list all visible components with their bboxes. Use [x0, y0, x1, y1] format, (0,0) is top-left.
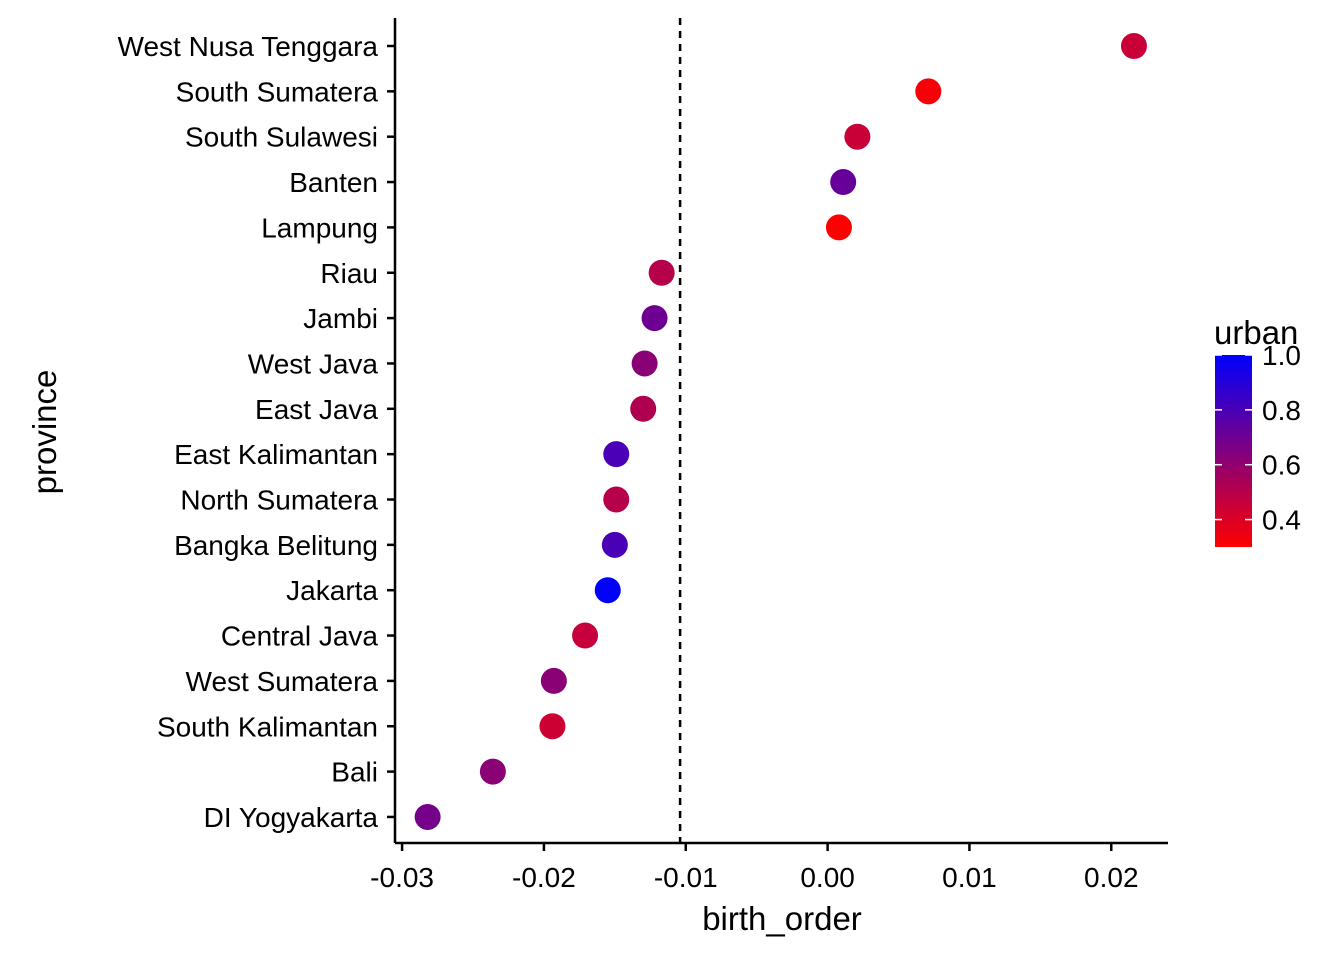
- y-tick-label: Riau: [320, 258, 378, 289]
- data-point: [844, 123, 871, 150]
- data-point: [540, 667, 567, 694]
- y-tick-label: West Java: [248, 348, 379, 379]
- y-axis: West Nusa Tenggara South Sumatera South Su…: [118, 18, 397, 843]
- y-tick-label: Central Java: [221, 621, 379, 652]
- y-tick-label: West Nusa Tenggara: [118, 31, 379, 62]
- data-point: [479, 758, 506, 785]
- data-point: [539, 713, 566, 740]
- data-point: [572, 622, 599, 649]
- y-tick-label: DI Yogyakarta: [204, 802, 379, 833]
- x-tick-label: 0.01: [942, 862, 997, 893]
- y-tick-label: East Java: [255, 394, 378, 425]
- legend-colorbar: [1215, 355, 1252, 547]
- data-point: [648, 259, 675, 286]
- data-point: [1120, 33, 1147, 59]
- x-axis-title: birth_order: [702, 900, 862, 937]
- y-tick-label: Bali: [331, 757, 378, 788]
- legend-tick-label: 0.4: [1262, 505, 1301, 536]
- y-tick-label: Jakarta: [286, 575, 378, 606]
- data-point: [641, 305, 668, 332]
- legend: urban 1.0 0.8 0.6 0.4: [1214, 314, 1301, 547]
- y-tick-label: South Sumatera: [176, 76, 379, 107]
- y-tick-label: Jambi: [303, 303, 378, 334]
- data-point: [603, 441, 630, 468]
- data-point: [603, 486, 630, 513]
- y-tick-label: South Sulawesi: [185, 122, 378, 153]
- y-tick-label: North Sumatera: [180, 485, 378, 516]
- y-tick-label: West Sumatera: [186, 666, 379, 697]
- data-point: [631, 350, 658, 377]
- data-point: [414, 803, 441, 830]
- plot-area: [414, 18, 1147, 843]
- data-point: [825, 214, 852, 241]
- legend-tick-label: 0.6: [1262, 450, 1301, 481]
- legend-tick-label: 0.8: [1262, 395, 1301, 426]
- y-tick-label: South Kalimantan: [157, 711, 378, 742]
- y-axis-title: province: [26, 370, 63, 495]
- y-tick-label: East Kalimantan: [174, 439, 378, 470]
- x-axis: -0.03 -0.02 -0.01 0.00 0.01 0.02: [370, 841, 1168, 893]
- x-tick-label: -0.03: [370, 862, 434, 893]
- x-tick-label: -0.02: [512, 862, 576, 893]
- y-tick-label: Lampung: [261, 212, 378, 243]
- data-point: [601, 531, 628, 558]
- data-point: [915, 78, 942, 105]
- data-point: [830, 169, 857, 196]
- data-point: [630, 395, 657, 422]
- x-tick-label: -0.01: [654, 862, 718, 893]
- legend-title: urban: [1214, 314, 1298, 351]
- x-tick-label: 0.02: [1084, 862, 1139, 893]
- data-point: [594, 577, 621, 604]
- x-tick-label: 0.00: [800, 862, 855, 893]
- y-tick-label: Bangka Belitung: [174, 530, 378, 561]
- legend-tick-label: 1.0: [1262, 340, 1301, 371]
- y-tick-label: Banten: [289, 167, 378, 198]
